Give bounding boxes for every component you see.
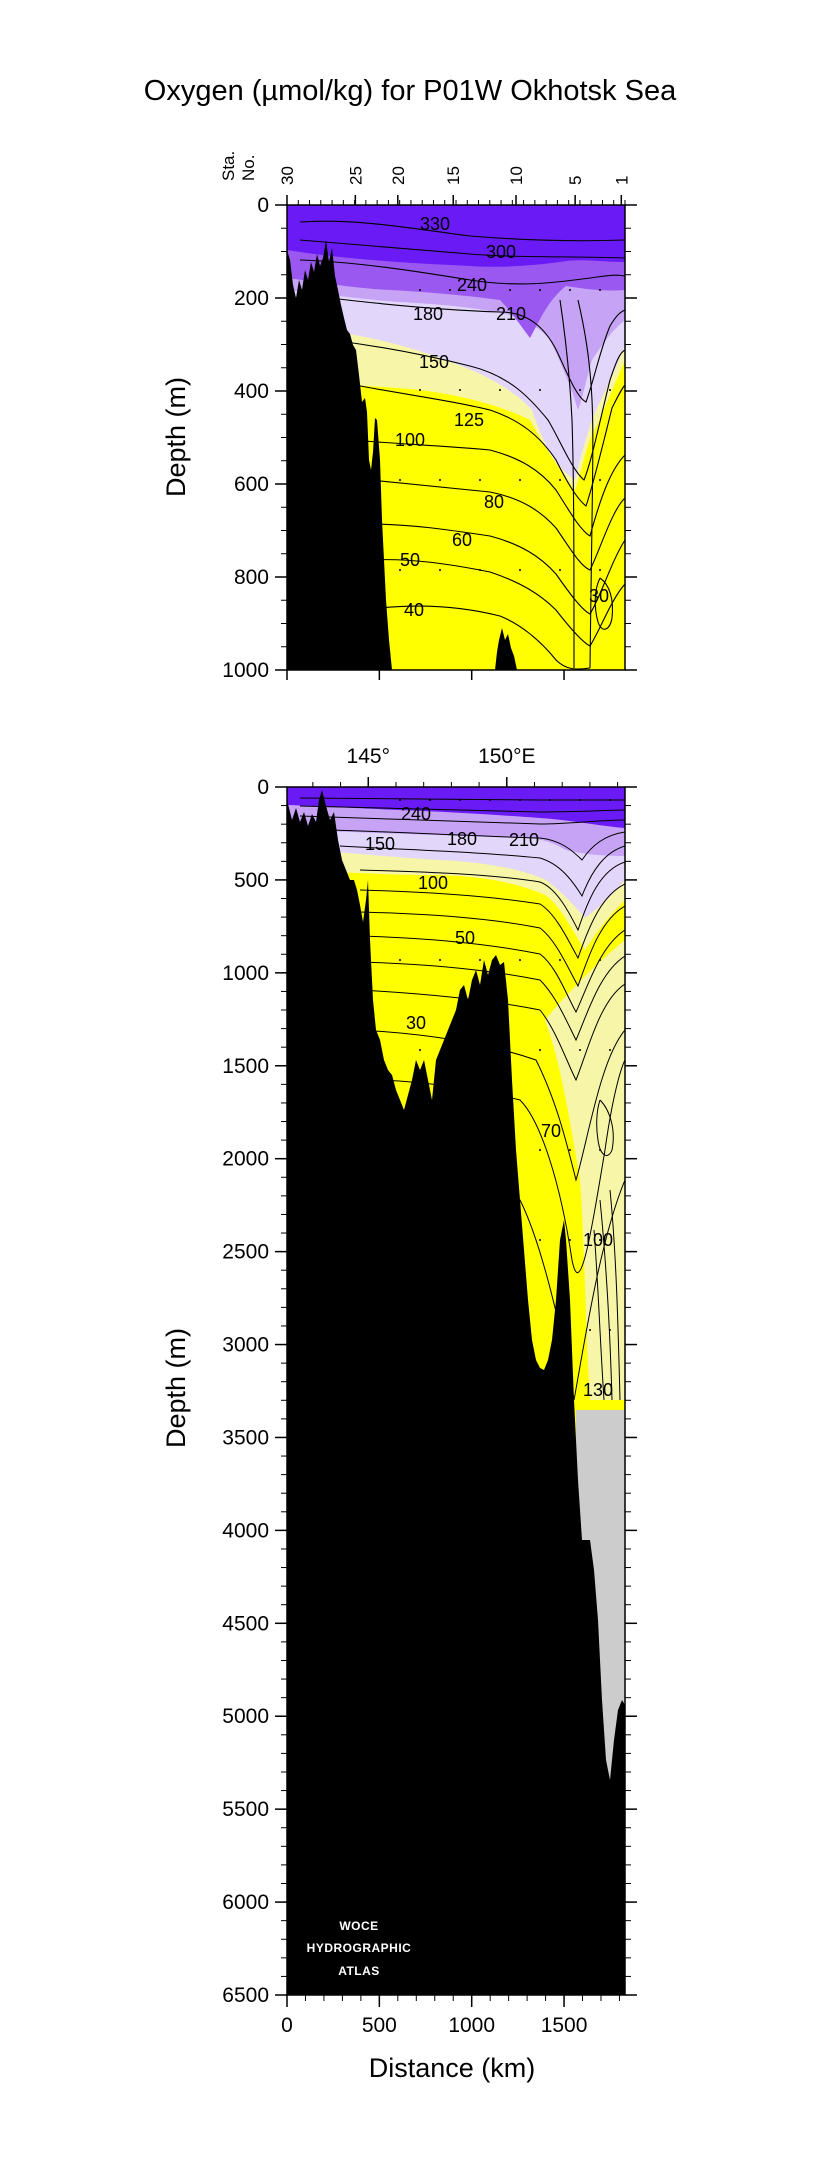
contour-label: 210 (496, 304, 526, 324)
y-tick-label: 500 (234, 869, 269, 892)
lower-seafloor (287, 790, 625, 1995)
y-tick-label: 0 (257, 776, 269, 799)
contour-label: 100 (583, 1230, 613, 1250)
upper-seafloor-bump (495, 628, 517, 670)
station-tick-label: 10 (507, 166, 526, 185)
station-tick-label: 1 (612, 176, 631, 185)
lower-plot-frame (286, 786, 626, 1996)
contour-label: 180 (447, 829, 477, 849)
station-tick-label: 30 (278, 166, 297, 185)
contour-label: 100 (418, 873, 448, 893)
upper-seafloor (287, 240, 392, 670)
lower-trench-wall (587, 1680, 604, 1995)
contour-label: 180 (413, 304, 443, 324)
y-tick-label: 200 (234, 287, 269, 310)
station-tick-label: 5 (566, 176, 585, 185)
contour-label: 60 (452, 530, 472, 550)
woce-atlas-logo: WOCE HYDROGRAPHIC ATLAS (307, 1919, 412, 1978)
lower-band-purple (287, 787, 625, 828)
contour-label: 125 (454, 410, 484, 430)
upper-sample-dots (399, 289, 611, 571)
contour-label: 50 (400, 550, 420, 570)
longitude-tick-label: 150°E (478, 745, 535, 768)
lower-contour-lines (299, 797, 625, 1401)
lower-sample-dots (399, 799, 611, 1331)
y-tick-label: 4000 (222, 1519, 269, 1542)
upper-contour-lines (299, 220, 625, 670)
logo-line-atlas: ATLAS (338, 1964, 380, 1978)
upper-station-axis: Sta. No. 30 25 20 15 10 5 1 (219, 151, 631, 680)
lower-x-axis: 0 500 1000 1500 Distance (km) (281, 1995, 620, 2083)
x-tick-label: 1000 (448, 2014, 495, 2037)
y-tick-label: 5500 (222, 1798, 269, 1821)
upper-band-high-purple (287, 205, 625, 267)
contour-label: 210 (509, 830, 539, 850)
x-tick-label: 0 (281, 2014, 293, 2037)
lower-contour-labels: 240 150 180 210 100 50 30 70 100 130 (365, 804, 613, 1400)
upper-y-axis-label: Depth (m) (161, 377, 191, 497)
longitude-axis: 145° 150°E (312, 745, 619, 787)
contour-label: 330 (420, 214, 450, 234)
y-tick-label: 1000 (222, 962, 269, 985)
contour-label: 150 (365, 834, 395, 854)
x-tick-label: 1500 (541, 2014, 588, 2037)
contour-label: 30 (406, 1013, 426, 1033)
y-tick-label: 400 (234, 380, 269, 403)
station-label-sta: Sta. (219, 151, 238, 181)
y-tick-label: 5000 (222, 1705, 269, 1728)
lower-panel: 240 150 180 210 100 50 30 70 100 130 0 50… (161, 745, 637, 2083)
lower-y-axis: 0 500 1000 1500 2000 2500 3000 3500 4000 4500 5000… (161, 776, 637, 2007)
station-label-no: No. (239, 155, 258, 181)
logo-line-woce: WOCE (339, 1919, 378, 1933)
contour-label: 300 (486, 242, 516, 262)
contour-label: 240 (401, 804, 431, 824)
chart-title: Oxygen (µmol/kg) for P01W Okhotsk Sea (144, 75, 677, 107)
y-tick-label: 600 (234, 473, 269, 496)
y-tick-label: 3500 (222, 1426, 269, 1449)
upper-panel: 330 300 240 180 210 150 125 100 80 60 50… (161, 151, 637, 682)
contour-label: 100 (395, 430, 425, 450)
y-tick-label: 0 (257, 194, 269, 217)
contour-label: 50 (455, 928, 475, 948)
contour-label: 70 (541, 1121, 561, 1141)
y-tick-label: 2500 (222, 1241, 269, 1264)
station-tick-label: 20 (389, 166, 408, 185)
logo-line-hydrographic: HYDROGRAPHIC (307, 1941, 412, 1955)
y-tick-label: 1000 (222, 659, 269, 682)
y-tick-label: 6500 (222, 1984, 269, 2007)
contour-label: 240 (457, 275, 487, 295)
contour-label: 150 (419, 352, 449, 372)
station-tick-label: 25 (346, 166, 365, 185)
y-tick-label: 1500 (222, 1055, 269, 1078)
y-tick-label: 800 (234, 566, 269, 589)
y-tick-label: 3000 (222, 1334, 269, 1357)
contour-label: 130 (583, 1380, 613, 1400)
contour-label: 30 (589, 586, 609, 606)
lower-y-axis-label: Depth (m) (161, 1328, 191, 1448)
upper-contour-labels: 330 300 240 180 210 150 125 100 80 60 50… (395, 214, 609, 620)
contour-label: 40 (404, 600, 424, 620)
y-tick-label: 6000 (222, 1891, 269, 1914)
contour-label: 80 (484, 492, 504, 512)
upper-y-axis: 0 200 400 600 800 1000 Depth (m) (161, 194, 637, 682)
x-tick-label: 500 (362, 2014, 397, 2037)
station-tick-label: 15 (444, 166, 463, 185)
y-tick-label: 2000 (222, 1148, 269, 1171)
longitude-tick-label: 145° (347, 745, 390, 768)
lower-x-axis-label: Distance (km) (369, 2053, 536, 2083)
y-tick-label: 4500 (222, 1612, 269, 1635)
